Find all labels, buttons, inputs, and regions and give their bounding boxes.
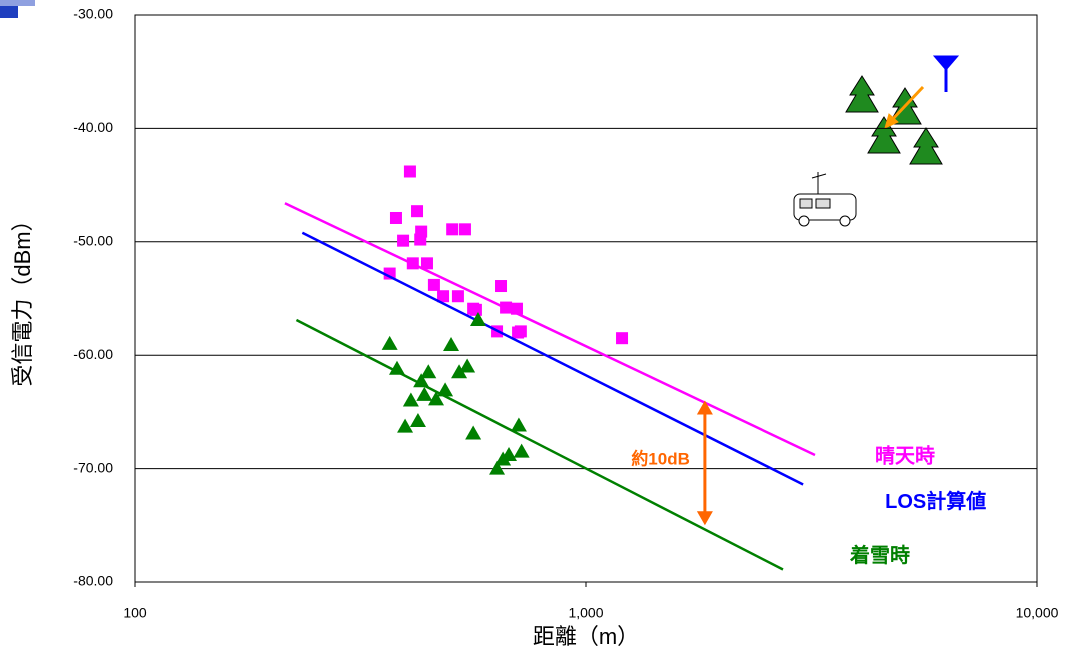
- y-tick-label: -50.00: [73, 233, 113, 249]
- point: [446, 223, 458, 235]
- point: [467, 303, 479, 315]
- arrow-head: [697, 511, 713, 525]
- point: [511, 303, 523, 315]
- point: [404, 165, 416, 177]
- point: [500, 302, 512, 314]
- point: [421, 257, 433, 269]
- series-label: 着雪時: [849, 543, 910, 567]
- trend-line: [302, 233, 803, 485]
- trend-line: [285, 203, 815, 455]
- point: [459, 223, 471, 235]
- y-axis-label: 受信電力（dBm）: [10, 209, 35, 386]
- point: [420, 364, 436, 378]
- point: [411, 205, 423, 217]
- point: [410, 413, 426, 427]
- point: [397, 235, 409, 247]
- y-tick-label: -70.00: [73, 459, 113, 475]
- y-tick-label: -30.00: [73, 6, 113, 22]
- point: [437, 382, 453, 396]
- point: [514, 444, 530, 458]
- point: [511, 418, 527, 432]
- series-label: 晴天時: [875, 443, 935, 467]
- x-axis-label: 距離（m）: [533, 624, 639, 649]
- point: [443, 337, 459, 351]
- annotation-label: 約10dB: [631, 448, 690, 468]
- illustration: [794, 56, 958, 226]
- point: [403, 393, 419, 407]
- arrow-head: [697, 401, 713, 415]
- point: [452, 290, 464, 302]
- x-tick-label: 100: [123, 605, 147, 621]
- y-tick-label: -80.00: [73, 573, 113, 589]
- y-tick-label: -60.00: [73, 346, 113, 362]
- point: [428, 279, 440, 291]
- point: [390, 212, 402, 224]
- point: [465, 425, 481, 439]
- point: [382, 336, 398, 350]
- trend-line: [296, 320, 783, 569]
- series-label: LOS計算値: [885, 489, 986, 513]
- chart: 距離（m） 受信電力（dBm） -30.00 -40.00 -50.00 -60.00…: [0, 0, 1065, 659]
- point: [495, 280, 507, 292]
- point: [515, 325, 527, 337]
- point: [616, 332, 628, 344]
- corner-decoration: [0, 0, 35, 6]
- y-tick-label: -40.00: [73, 119, 113, 135]
- point: [407, 257, 419, 269]
- x-tick-label: 10,000: [1016, 605, 1059, 621]
- x-tick-label: 1,000: [568, 605, 603, 621]
- point: [459, 359, 475, 373]
- point: [397, 419, 413, 433]
- point: [415, 226, 427, 238]
